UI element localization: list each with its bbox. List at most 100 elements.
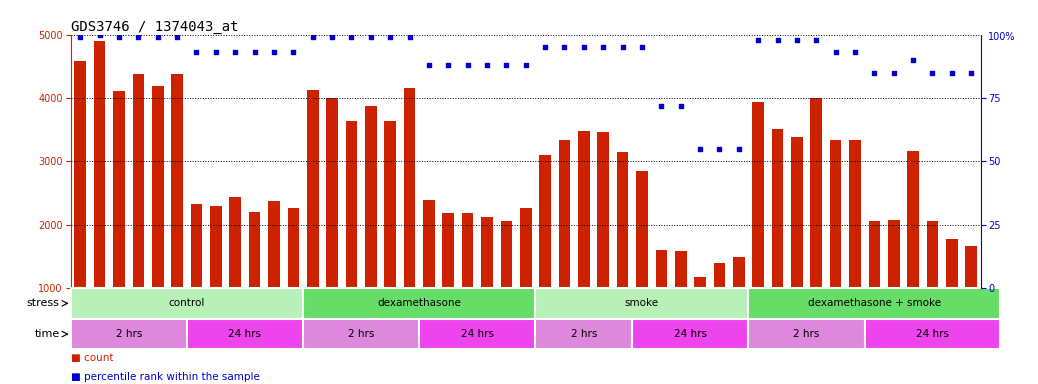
Text: ■ percentile rank within the sample: ■ percentile rank within the sample: [71, 372, 260, 382]
Point: [111, 34, 128, 40]
Point: [731, 146, 747, 152]
Bar: [927, 221, 938, 351]
Point: [344, 34, 360, 40]
Text: 24 hrs: 24 hrs: [916, 329, 949, 339]
Bar: [71, 319, 187, 349]
Text: GDS3746 / 1374043_at: GDS3746 / 1374043_at: [71, 20, 238, 33]
Bar: [946, 239, 958, 351]
Bar: [424, 200, 435, 351]
Bar: [829, 140, 842, 351]
Point: [769, 36, 786, 43]
Point: [847, 49, 864, 55]
Point: [188, 49, 204, 55]
Point: [227, 49, 244, 55]
Bar: [791, 137, 802, 351]
Point: [963, 70, 980, 76]
Point: [208, 49, 224, 55]
Bar: [694, 277, 706, 351]
Point: [460, 62, 476, 68]
Bar: [540, 155, 551, 351]
Bar: [536, 288, 748, 319]
Bar: [632, 319, 748, 349]
Point: [944, 70, 960, 76]
Text: 2 hrs: 2 hrs: [348, 329, 375, 339]
Bar: [500, 221, 512, 351]
Bar: [268, 200, 280, 351]
Text: 24 hrs: 24 hrs: [461, 329, 494, 339]
Bar: [75, 61, 86, 351]
Bar: [771, 129, 784, 351]
Bar: [93, 41, 106, 351]
Bar: [133, 74, 144, 351]
Text: dexamethasone: dexamethasone: [377, 298, 461, 308]
Text: 100%: 100%: [988, 32, 1015, 42]
Point: [595, 44, 611, 50]
Point: [537, 44, 553, 50]
Point: [169, 34, 186, 40]
Point: [905, 57, 922, 63]
Bar: [753, 102, 764, 351]
Bar: [520, 207, 531, 351]
Bar: [869, 222, 880, 351]
Point: [149, 34, 166, 40]
Bar: [713, 263, 726, 351]
Text: 24 hrs: 24 hrs: [674, 329, 707, 339]
Point: [808, 36, 824, 43]
Bar: [210, 206, 222, 351]
Bar: [326, 98, 338, 351]
Point: [285, 49, 302, 55]
Point: [130, 34, 146, 40]
Bar: [288, 207, 299, 351]
Bar: [404, 88, 415, 351]
Text: stress: stress: [27, 298, 59, 308]
Point: [479, 62, 495, 68]
Point: [691, 146, 708, 152]
Bar: [965, 245, 977, 351]
Point: [924, 70, 940, 76]
Bar: [811, 98, 822, 351]
Bar: [187, 319, 303, 349]
Bar: [675, 251, 686, 351]
Point: [633, 44, 650, 50]
Point: [653, 103, 670, 109]
Point: [324, 34, 340, 40]
Bar: [307, 90, 319, 351]
Bar: [887, 220, 900, 351]
Bar: [617, 152, 628, 351]
Text: 2 hrs: 2 hrs: [793, 329, 820, 339]
Point: [885, 70, 902, 76]
Point: [246, 49, 263, 55]
Text: 2 hrs: 2 hrs: [571, 329, 597, 339]
Bar: [865, 319, 1001, 349]
Point: [711, 146, 728, 152]
Point: [266, 49, 282, 55]
Bar: [598, 131, 609, 351]
Bar: [419, 319, 536, 349]
Point: [72, 34, 88, 40]
Bar: [303, 288, 536, 319]
Bar: [346, 121, 357, 351]
Bar: [558, 141, 570, 351]
Bar: [152, 86, 164, 351]
Bar: [113, 91, 125, 351]
Point: [498, 62, 515, 68]
Text: time: time: [34, 329, 59, 339]
Point: [382, 34, 399, 40]
Bar: [384, 121, 395, 351]
Bar: [849, 141, 861, 351]
Point: [440, 62, 457, 68]
Bar: [636, 171, 648, 351]
Bar: [656, 250, 667, 351]
Text: dexamethasone + smoke: dexamethasone + smoke: [808, 298, 940, 308]
Point: [789, 36, 805, 43]
Bar: [536, 319, 632, 349]
Point: [402, 34, 418, 40]
Bar: [171, 74, 183, 351]
Bar: [71, 288, 303, 319]
Bar: [482, 217, 493, 351]
Point: [749, 36, 766, 43]
Bar: [191, 204, 202, 351]
Point: [827, 49, 844, 55]
Point: [517, 62, 534, 68]
Text: 2 hrs: 2 hrs: [115, 329, 142, 339]
